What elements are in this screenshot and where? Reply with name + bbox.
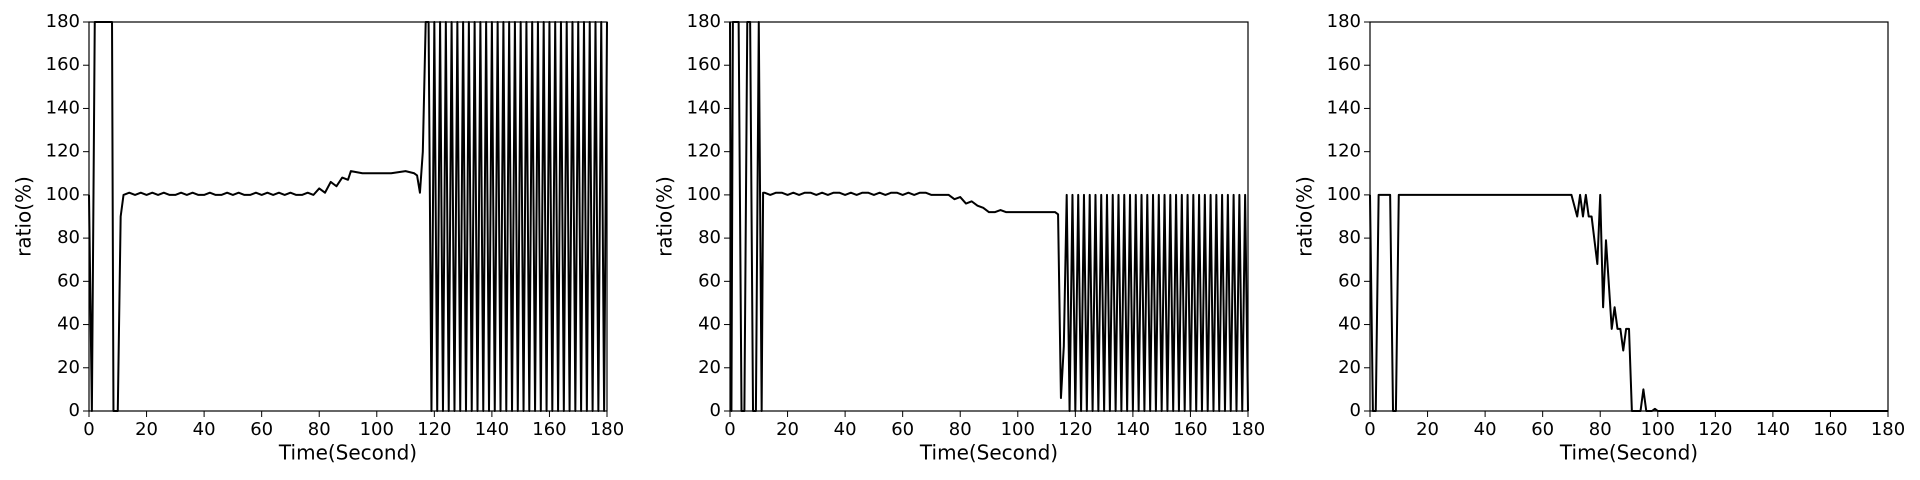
y-tick-label: 140 (687, 97, 721, 118)
y-tick-label: 140 (46, 97, 80, 118)
x-tick-label: 120 (1698, 419, 1732, 440)
y-tick-label: 0 (69, 400, 80, 421)
y-tick-label: 40 (1338, 314, 1361, 335)
y-tick-label: 100 (687, 184, 721, 205)
x-tick-label: 120 (1058, 419, 1092, 440)
x-tick-label: 140 (1756, 419, 1790, 440)
x-tick-label: 60 (250, 419, 273, 440)
x-tick-label: 160 (1813, 419, 1847, 440)
y-tick-label: 20 (57, 357, 80, 378)
x-tick-label: 180 (1231, 419, 1265, 440)
x-tick-label: 80 (1589, 419, 1612, 440)
x-tick-label: 0 (83, 419, 94, 440)
plot-frame (729, 21, 1249, 412)
y-tick-label: 80 (1338, 227, 1361, 248)
y-tick-label: 140 (1327, 97, 1361, 118)
x-tick-label: 0 (724, 419, 735, 440)
x-axis-label: Time(Second) (1559, 441, 1698, 465)
y-tick-label: 20 (698, 357, 721, 378)
y-tick-label: 80 (57, 227, 80, 248)
x-tick-label: 160 (532, 419, 566, 440)
y-tick-label: 60 (57, 270, 80, 291)
x-axis-label: Time(Second) (278, 441, 417, 465)
x-tick-label: 100 (360, 419, 394, 440)
x-tick-label: 100 (1641, 419, 1675, 440)
y-tick-label: 20 (1338, 357, 1361, 378)
x-tick-label: 40 (1474, 419, 1497, 440)
y-tick-label: 180 (687, 11, 721, 32)
y-tick-label: 60 (698, 270, 721, 291)
y-tick-label: 40 (698, 314, 721, 335)
y-tick-label: 160 (687, 54, 721, 75)
x-tick-label: 80 (308, 419, 331, 440)
y-tick-label: 40 (57, 314, 80, 335)
x-tick-label: 20 (1416, 419, 1439, 440)
x-tick-label: 100 (1001, 419, 1035, 440)
x-tick-label: 180 (1871, 419, 1905, 440)
y-tick-label: 180 (1327, 11, 1361, 32)
y-axis-label: ratio(%) (1293, 176, 1317, 257)
y-tick-label: 120 (46, 141, 80, 162)
x-tick-label: 40 (193, 419, 216, 440)
y-tick-label: 120 (1327, 141, 1361, 162)
y-tick-label: 180 (46, 11, 80, 32)
x-tick-label: 60 (891, 419, 914, 440)
line (88, 21, 608, 412)
x-axis-label: Time(Second) (919, 441, 1058, 465)
y-axis-label: ratio(%) (653, 176, 677, 257)
y-tick-label: 100 (46, 184, 80, 205)
y-axis-label: ratio(%) (12, 176, 36, 257)
line (729, 21, 1249, 412)
plot-frame (1369, 21, 1889, 412)
x-tick-label: 80 (949, 419, 972, 440)
x-tick-label: 120 (417, 419, 451, 440)
y-tick-label: 80 (698, 227, 721, 248)
x-tick-label: 140 (1116, 419, 1150, 440)
y-tick-label: 0 (710, 400, 721, 421)
x-tick-label: 60 (1531, 419, 1554, 440)
x-tick-label: 0 (1364, 419, 1375, 440)
x-tick-label: 20 (135, 419, 158, 440)
x-tick-label: 140 (475, 419, 509, 440)
plot-frame (88, 21, 608, 412)
x-tick-label: 40 (834, 419, 857, 440)
y-tick-label: 60 (1338, 270, 1361, 291)
y-tick-label: 160 (1327, 54, 1361, 75)
line (1369, 193, 1888, 412)
y-tick-label: 160 (46, 54, 80, 75)
x-tick-label: 20 (776, 419, 799, 440)
x-tick-label: 180 (590, 419, 624, 440)
y-tick-label: 120 (687, 141, 721, 162)
y-tick-label: 100 (1327, 184, 1361, 205)
y-tick-label: 0 (1350, 400, 1361, 421)
x-tick-label: 160 (1173, 419, 1207, 440)
